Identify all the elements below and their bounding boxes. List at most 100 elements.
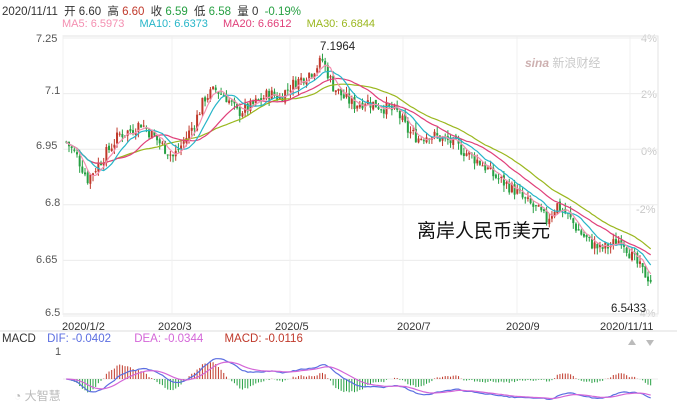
ma30-legend: MA30: 6.6844 — [306, 18, 376, 30]
x-tick: 2020/7 — [397, 321, 431, 333]
candle-body — [513, 184, 516, 195]
candle-body — [332, 76, 335, 92]
candle-body — [268, 90, 271, 100]
candle-body — [404, 113, 407, 122]
candle-body — [534, 205, 537, 207]
candle-body — [625, 247, 628, 253]
candle-body — [564, 208, 567, 214]
candle-body — [305, 80, 308, 85]
candle-body — [81, 166, 84, 173]
candle-body — [212, 86, 215, 90]
candle-body — [214, 87, 217, 91]
candle-body — [388, 104, 391, 107]
candle-body — [462, 153, 465, 156]
candle-body — [582, 234, 585, 237]
candle-body — [460, 144, 463, 155]
y-tick-left: 7.25 — [36, 33, 58, 45]
candle-body — [473, 155, 476, 164]
y-tick-right: 2% — [641, 89, 657, 101]
candle-body — [593, 242, 596, 249]
candle-body — [105, 147, 108, 164]
candle-body — [494, 174, 497, 178]
candle-body — [585, 234, 588, 238]
candle-body — [294, 80, 297, 89]
candle-body — [308, 72, 311, 80]
macd-title: MACD — [2, 333, 36, 345]
dea-line — [66, 361, 651, 400]
candle-body — [102, 162, 105, 166]
candle-body — [342, 94, 345, 99]
candle-body — [84, 172, 87, 175]
candle-body — [113, 144, 116, 148]
candle-body — [334, 90, 337, 93]
ma10-legend: MA10: 6.6373 — [139, 18, 208, 30]
candle-body — [345, 93, 348, 98]
candle-body — [478, 161, 481, 165]
candle-body — [497, 178, 500, 180]
candle-body — [337, 88, 340, 91]
candle-body — [209, 89, 212, 100]
candle-body — [190, 127, 193, 131]
candle-body — [97, 162, 100, 172]
candle-body — [484, 163, 487, 171]
candle-body — [545, 210, 548, 223]
candle-body — [73, 149, 76, 151]
candle-body — [164, 141, 167, 154]
candle-body — [537, 205, 540, 207]
y-tick-left: 6.65 — [36, 254, 58, 266]
candle-body — [401, 115, 404, 121]
candle-body — [126, 130, 129, 136]
candle-body — [601, 245, 604, 249]
candle-body — [532, 203, 535, 207]
candle-body — [140, 124, 143, 128]
candle-body — [188, 130, 191, 139]
x-tick: 2020/3 — [158, 321, 192, 333]
info-date: 2020/11/11 — [2, 6, 58, 18]
scroll-down-arrow-icon[interactable] — [646, 340, 654, 346]
candle-body — [356, 105, 359, 109]
candle-body — [273, 91, 276, 96]
candle-body — [465, 153, 468, 156]
candle-body — [542, 209, 545, 212]
ma20-legend: MA20: 6.6612 — [223, 18, 292, 30]
candle-body — [374, 99, 377, 108]
candle-body — [206, 97, 209, 100]
candle-body — [596, 244, 599, 249]
candle-body — [481, 165, 484, 167]
candle-body — [452, 137, 455, 145]
candle-body — [297, 78, 300, 90]
candle-body — [161, 142, 164, 144]
candle-body — [558, 201, 561, 211]
y-tick-left: 7.1 — [45, 85, 61, 97]
watermark: sina 新浪财经 — [525, 56, 601, 70]
candle-body — [353, 97, 356, 110]
candle-body — [166, 154, 169, 156]
y-tick-left: 6.95 — [36, 140, 58, 152]
candle-body — [548, 218, 551, 225]
y-tick-right: -2% — [636, 204, 656, 216]
candle-body — [329, 76, 332, 78]
candle-body — [313, 73, 316, 78]
macd-dif: DIF: -0.0402 — [47, 333, 111, 345]
candle-body — [300, 77, 303, 81]
candle-body — [516, 189, 519, 194]
candle-body — [340, 88, 343, 96]
candle-body — [390, 105, 393, 111]
candle-body — [350, 98, 353, 104]
candle-body — [198, 114, 201, 116]
candle-body — [156, 135, 159, 141]
candle-body — [265, 90, 268, 99]
candle-body — [476, 159, 479, 164]
candle-body — [182, 141, 185, 144]
candle-body — [108, 145, 111, 150]
candle-body — [94, 171, 97, 173]
candle-body — [278, 96, 281, 100]
info-volume: 0 — [251, 6, 259, 18]
candle-body — [281, 96, 284, 102]
candle-body — [500, 176, 503, 179]
candle-body — [590, 238, 593, 249]
candle-body — [321, 58, 324, 61]
candle-body — [217, 91, 220, 94]
scroll-up-arrow-icon[interactable] — [628, 339, 636, 345]
candle-body — [457, 140, 460, 144]
